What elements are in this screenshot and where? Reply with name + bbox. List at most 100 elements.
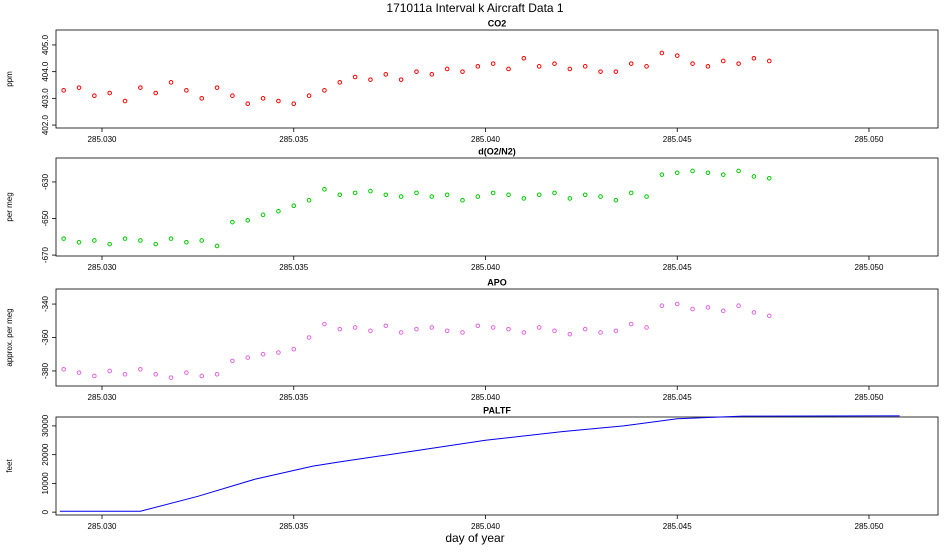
point	[153, 371, 159, 377]
point	[598, 194, 603, 199]
point	[61, 366, 66, 372]
point	[352, 325, 358, 330]
point	[613, 197, 619, 203]
point	[168, 375, 174, 380]
point	[659, 172, 665, 177]
x-tick-label: 285.045	[663, 135, 692, 144]
y-tick-label: -630	[41, 173, 50, 190]
point	[613, 328, 619, 334]
plot-frame	[55, 157, 939, 257]
point	[598, 69, 603, 74]
point	[567, 196, 573, 201]
point	[230, 93, 235, 98]
point	[368, 77, 373, 82]
point	[291, 101, 297, 107]
point	[199, 238, 205, 243]
point	[521, 56, 527, 61]
x-tick-label: 285.045	[663, 263, 692, 272]
point	[199, 96, 205, 101]
x-tick-label: 285.030	[88, 135, 117, 144]
point	[322, 186, 327, 192]
panel-title: CO2	[488, 18, 507, 28]
point	[720, 58, 726, 64]
point	[230, 358, 235, 364]
point	[214, 85, 220, 90]
point	[230, 219, 235, 225]
point	[214, 243, 220, 249]
x-tick-label: 285.035	[279, 135, 308, 144]
x-tick-label: 285.035	[279, 393, 308, 402]
point	[582, 64, 588, 69]
x-tick-label: 285.030	[88, 393, 117, 402]
point	[352, 190, 358, 196]
point	[475, 194, 481, 199]
point	[122, 236, 128, 241]
point	[245, 355, 251, 360]
point	[138, 85, 143, 90]
x-tick-label: 285.030	[88, 263, 117, 272]
point	[276, 208, 281, 214]
point	[383, 72, 389, 77]
x-tick-label: 285.045	[663, 522, 692, 531]
point	[521, 330, 527, 335]
point	[429, 325, 435, 330]
point	[122, 371, 128, 377]
point	[352, 74, 358, 80]
point	[414, 69, 419, 74]
point	[644, 194, 649, 199]
point	[751, 174, 757, 179]
point	[705, 64, 711, 69]
y-axis-label: feet	[5, 459, 14, 473]
x-tick-label: 285.040	[471, 522, 500, 531]
plot-frame	[55, 416, 939, 516]
plot-frame	[55, 29, 939, 129]
y-tick-label: 403.0	[41, 88, 50, 109]
point	[628, 61, 634, 66]
point	[736, 61, 741, 66]
point	[153, 90, 159, 96]
point	[705, 305, 711, 310]
point	[444, 66, 450, 72]
point	[306, 93, 312, 98]
panel-title: d(O2/N2)	[478, 146, 516, 156]
point	[490, 190, 496, 196]
y-tick-label: -360	[41, 329, 50, 346]
point	[76, 239, 82, 245]
point	[506, 192, 511, 198]
point	[214, 371, 220, 377]
point	[475, 64, 481, 69]
y-axis-label: per meg	[5, 192, 14, 221]
point	[398, 194, 404, 199]
y-tick-label: -650	[41, 210, 50, 227]
point	[383, 192, 389, 198]
point	[184, 239, 189, 245]
point	[107, 241, 112, 247]
point	[766, 175, 772, 181]
point	[766, 313, 772, 319]
point	[276, 98, 281, 104]
point	[138, 238, 143, 243]
point	[199, 373, 205, 379]
point	[552, 61, 557, 66]
point	[122, 98, 128, 104]
point	[337, 80, 343, 85]
x-tick-label: 285.050	[855, 522, 884, 531]
point	[138, 366, 143, 372]
main-title: 171011a Interval k Aircraft Data 1	[386, 1, 564, 15]
point	[628, 321, 634, 327]
point	[322, 88, 327, 93]
point	[751, 56, 757, 61]
point	[766, 58, 772, 64]
point	[61, 236, 66, 241]
point	[552, 328, 557, 334]
point	[674, 53, 680, 58]
point	[690, 168, 695, 174]
point	[184, 370, 189, 375]
point	[460, 69, 465, 74]
point	[368, 328, 373, 334]
x-tick-label: 285.045	[663, 393, 692, 402]
point	[506, 326, 511, 332]
line	[59, 415, 900, 512]
point	[306, 335, 312, 340]
point	[260, 212, 266, 218]
